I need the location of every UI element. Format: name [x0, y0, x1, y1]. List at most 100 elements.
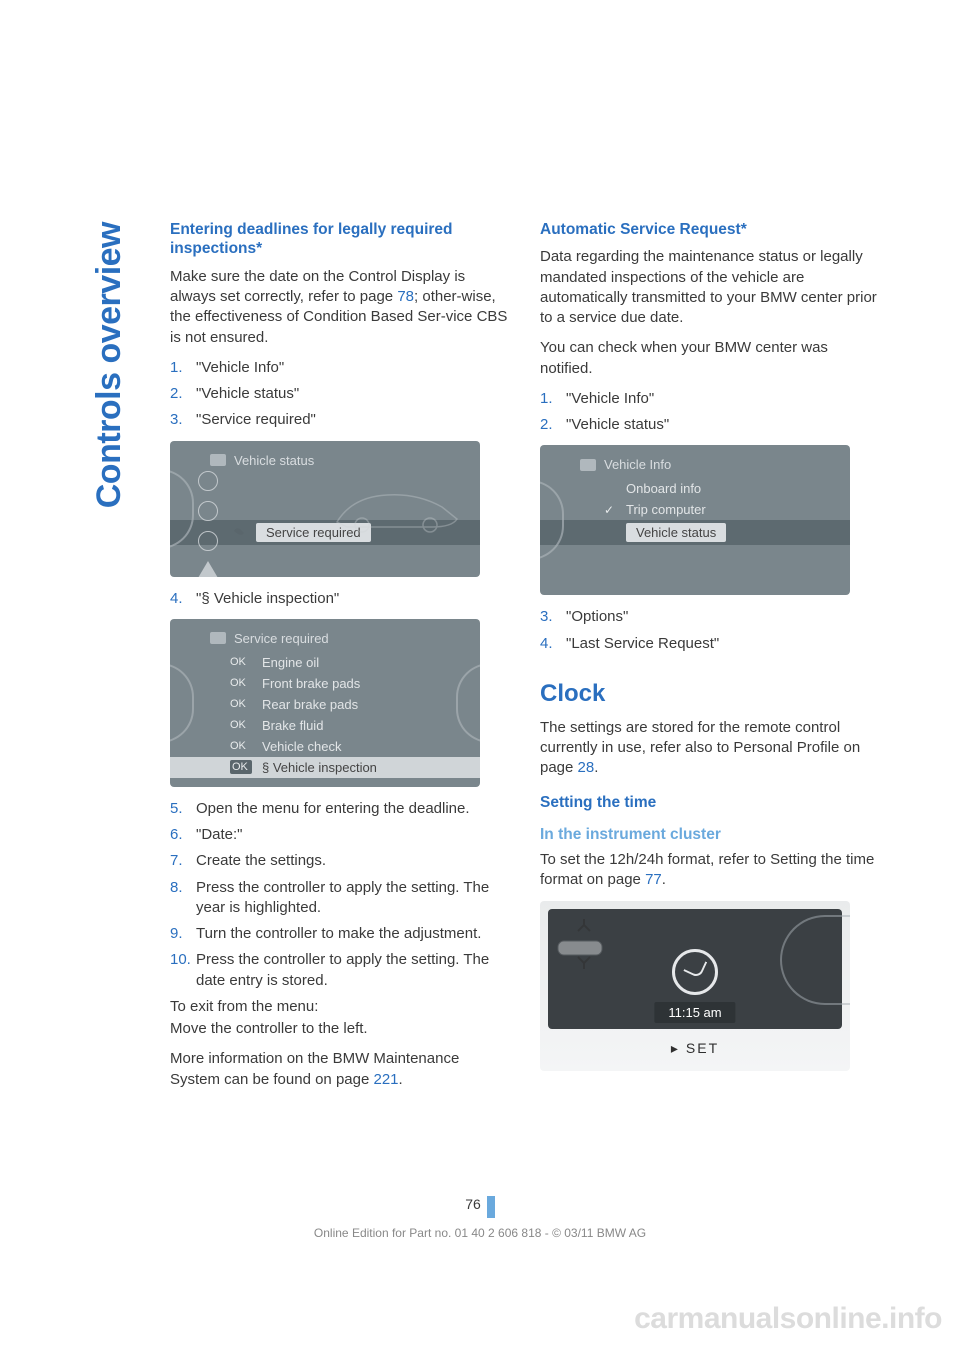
step-list: 1."Vehicle Info" 2."Vehicle status" 3."S… [170, 358, 510, 431]
paragraph: Make sure the date on the Control Displa… [170, 267, 510, 348]
screenshot-title: Vehicle status [234, 453, 314, 468]
service-icon [198, 531, 218, 551]
heading-clock: Clock [540, 680, 880, 708]
list-item: 4."§ Vehicle inspection" [170, 589, 510, 609]
check-icon: ✓ [602, 503, 616, 517]
tpms-icon [198, 471, 218, 491]
left-column: Entering deadlines for legally required … [170, 220, 510, 1100]
screenshot-title-bar: Vehicle Info [540, 453, 850, 478]
page-number-box: 76 [0, 1196, 960, 1218]
list-item: 8.Press the controller to apply the sett… [170, 878, 510, 919]
heading-setting-time: Setting the time [540, 793, 880, 812]
service-label: Brake fluid [262, 718, 323, 733]
step-text: Turn the controller to make the adjustme… [196, 924, 510, 944]
screenshot-title: Vehicle Info [604, 457, 671, 472]
service-row: OKEngine oil [170, 652, 480, 673]
ok-badge: OK [230, 719, 252, 731]
instrument-cluster-screenshot: 11:15 am SET [540, 901, 850, 1071]
step-number: 8. [170, 878, 196, 919]
ok-badge: OK [230, 677, 252, 689]
flat-tire-icon [198, 501, 218, 521]
menu-item: ✓ Trip computer [540, 499, 850, 520]
text: . [399, 1071, 403, 1088]
paragraph: Data regarding the maintenance status or… [540, 247, 880, 328]
list-item: 3."Options" [540, 607, 880, 627]
menu-item: Onboard info [540, 478, 850, 499]
step-list: 1."Vehicle Info" 2."Vehicle status" [540, 389, 880, 436]
paragraph: You can check when your BMW center was n… [540, 338, 880, 379]
warning-triangle-icon [198, 561, 218, 577]
service-label: § Vehicle inspection [262, 760, 377, 775]
list-item: 2."Vehicle status" [540, 415, 880, 435]
list-item: 9.Turn the controller to make the adjust… [170, 924, 510, 944]
page-ref-link[interactable]: 221 [373, 1071, 398, 1088]
car-header-icon [210, 454, 226, 466]
step-text: Press the controller to apply the settin… [196, 878, 510, 919]
wrench-icon [232, 525, 246, 540]
menu-item-highlighted: Vehicle status [540, 520, 850, 545]
manual-page: Controls overview Entering deadlines for… [0, 0, 960, 1358]
page-ref-link[interactable]: 77 [645, 871, 662, 888]
clock-set-label: SET [671, 1040, 719, 1057]
idrive-screenshot-service-required: Service required OKEngine oil OKFront br… [170, 619, 480, 787]
step-number: 1. [540, 389, 566, 409]
section-tab: Controls overview [90, 222, 129, 508]
car-silhouette-icon [332, 477, 462, 537]
idrive-screenshot-vehicle-info: Vehicle Info Onboard info ✓ Trip computer… [540, 445, 850, 595]
step-text: Create the settings. [196, 851, 510, 871]
car-header-icon [580, 459, 596, 471]
step-text: "Date:" [196, 825, 510, 845]
step-number: 4. [170, 589, 196, 609]
step-text: Open the menu for entering the deadline. [196, 799, 510, 819]
page-ref-link[interactable]: 78 [397, 288, 414, 305]
service-row: OKRear brake pads [170, 694, 480, 715]
service-row: OK Brake fluid [170, 715, 480, 736]
footer-copyright: Online Edition for Part no. 01 40 2 606 … [0, 1226, 960, 1240]
clock-face-icon [672, 949, 718, 995]
list-item: 6."Date:" [170, 825, 510, 845]
step-number: 6. [170, 825, 196, 845]
text: . [594, 759, 598, 776]
step-number: 3. [170, 410, 196, 430]
page-ref-link[interactable]: 28 [578, 759, 595, 776]
list-item: 10.Press the controller to apply the set… [170, 950, 510, 991]
step-number: 2. [170, 384, 196, 404]
list-item: 2."Vehicle status" [170, 384, 510, 404]
clock-time-value: 11:15 am [654, 1002, 735, 1023]
menu-label: Vehicle status [626, 523, 726, 542]
right-column: Automatic Service Request* Data regardin… [540, 220, 880, 1100]
paragraph: The settings are stored for the remote c… [540, 718, 880, 779]
step-number: 7. [170, 851, 196, 871]
step-text: "§ Vehicle inspection" [196, 589, 510, 609]
step-number: 4. [540, 634, 566, 654]
heading-deadlines: Entering deadlines for legally required … [170, 220, 510, 259]
list-item: 5.Open the menu for entering the deadlin… [170, 799, 510, 819]
service-label: Engine oil [262, 655, 319, 670]
step-list: 3."Options" 4."Last Service Request" [540, 607, 880, 654]
screenshot-title: Service required [234, 631, 329, 646]
service-row: OK Front brake pads [170, 673, 480, 694]
menu-label: Trip computer [626, 502, 706, 517]
paragraph: More information on the BMW Maintenance … [170, 1049, 510, 1090]
step-text: "Last Service Request" [566, 634, 880, 654]
service-label: Front brake pads [262, 676, 360, 691]
screenshot-title-bar: Service required [170, 627, 480, 652]
step-text: "Vehicle Info" [196, 358, 510, 378]
menu-label: Onboard info [626, 481, 701, 496]
heading-instrument-cluster: In the instrument cluster [540, 826, 880, 844]
status-icon-stack [198, 471, 218, 577]
step-number: 1. [170, 358, 196, 378]
heading-asr: Automatic Service Request* [540, 220, 880, 239]
step-number: 5. [170, 799, 196, 819]
stalk-lever-icon [554, 919, 614, 969]
two-column-layout: Entering deadlines for legally required … [170, 220, 880, 1100]
ok-badge: OK [230, 740, 252, 752]
text: To set the 12h/24h format, refer to Sett… [540, 851, 874, 888]
idrive-screenshot-vehicle-status: Vehicle status Service required [170, 441, 480, 577]
text: . [662, 871, 666, 888]
paragraph: Move the controller to the left. [170, 1019, 510, 1039]
step-text: Press the controller to apply the settin… [196, 950, 510, 991]
list-item: 7.Create the settings. [170, 851, 510, 871]
watermark: carmanualsonline.info [634, 1302, 942, 1336]
text: More information on the BMW Maintenance … [170, 1050, 459, 1087]
